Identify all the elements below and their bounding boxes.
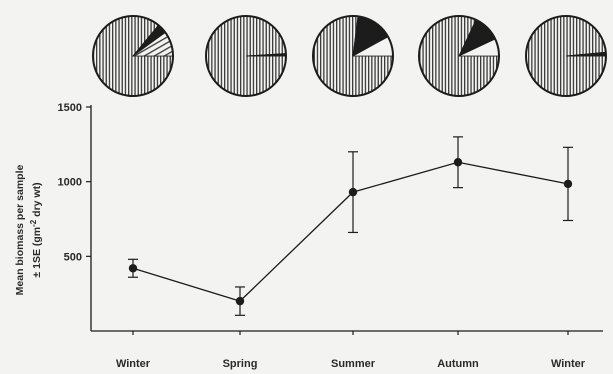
x-tick-label: Winter: [116, 358, 151, 370]
series-group: [128, 136, 573, 316]
pie-outline: [205, 15, 287, 97]
pie-outline: [525, 15, 607, 97]
series-line: [132, 161, 569, 302]
data-point: [453, 158, 463, 167]
x-tick-label: Autumn: [437, 358, 479, 370]
pie-row: [92, 15, 607, 97]
x-tick-label: Summer: [331, 358, 376, 370]
pie-chart: [92, 15, 174, 97]
data-point: [128, 264, 138, 273]
plot-axes: 500 1000 1500 Winter Spring Summer Autumn Winte…: [58, 102, 603, 370]
pie-chart: [205, 15, 287, 97]
x-tick-label: Winter: [551, 358, 586, 370]
pie-outline: [92, 15, 174, 97]
pie-chart: [312, 15, 394, 97]
data-point: [348, 187, 358, 197]
pie-outline: [312, 15, 394, 97]
y-axis-title-line2: ± 1SE (gm-2 dry wt): [29, 182, 43, 277]
pie-chart: [418, 15, 500, 97]
data-point: [563, 179, 573, 189]
x-tick-label: Spring: [223, 358, 258, 370]
y-tick-label: 1500: [58, 102, 82, 114]
pie-outline: [418, 15, 500, 97]
y-tick-label: 1000: [58, 177, 82, 189]
y-tick-label: 500: [64, 251, 82, 263]
y-axis-title: Mean biomass per sample ± 1SE (gm-2 dry …: [14, 164, 43, 295]
pie-chart: [525, 15, 607, 97]
y-axis-title-line1: Mean biomass per sample: [14, 164, 26, 295]
data-point: [235, 296, 245, 306]
